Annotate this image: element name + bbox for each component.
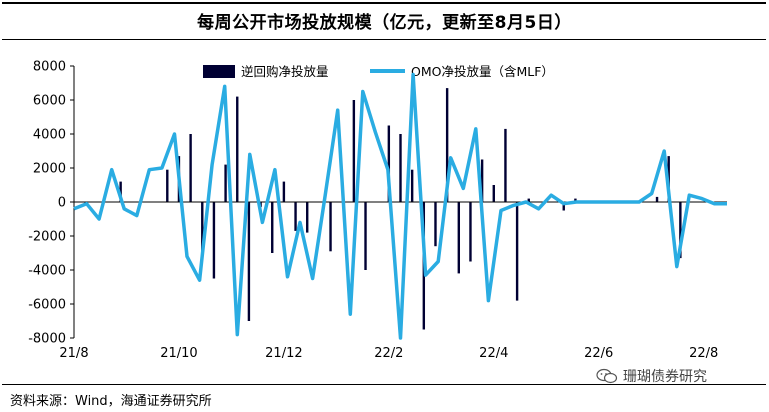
bar (574, 198, 577, 202)
y-tick-label: -2000 (28, 230, 66, 245)
bar (562, 202, 565, 211)
bar (410, 169, 414, 202)
y-tick-label: 8000 (33, 60, 66, 75)
y-tick-label: -4000 (28, 264, 66, 279)
y-tick-label: 0 (58, 196, 66, 211)
bar (457, 202, 461, 274)
bar (679, 202, 682, 259)
bar (212, 202, 216, 279)
bar (434, 202, 437, 247)
omo-line (73, 72, 727, 340)
bar (515, 202, 519, 301)
y-tick-label: 4000 (33, 128, 66, 143)
bar (387, 125, 391, 202)
legend-label-bar: 逆回购净投放量 (241, 64, 329, 79)
bar (655, 196, 659, 202)
bar (201, 202, 204, 252)
x-tick-label: 22/6 (584, 346, 613, 361)
title-rule (2, 39, 766, 40)
y-tick-label: 6000 (33, 94, 66, 109)
bottom-rule (2, 384, 766, 385)
x-tick-label: 21/12 (265, 346, 302, 361)
legend-swatch-bar (203, 65, 235, 78)
bar (294, 202, 297, 231)
x-tick-label: 22/2 (374, 346, 403, 361)
bar (282, 181, 286, 202)
bar (504, 128, 507, 202)
bar (329, 202, 332, 252)
bar (469, 202, 472, 262)
bar (166, 169, 169, 202)
y-tick-label: 2000 (33, 162, 66, 177)
bar (352, 100, 356, 202)
bar (236, 96, 239, 202)
legend-label-line: OMO净投放量（含MLF） (411, 64, 554, 79)
bar (247, 202, 251, 321)
x-tick-label: 21/10 (160, 346, 197, 361)
bar (224, 164, 227, 202)
x-tick-label: 21/8 (59, 346, 88, 361)
bar (492, 185, 495, 202)
legend: 逆回购净投放量 OMO净投放量（含MLF） (203, 64, 554, 79)
chart-title: 每周公开市场投放规模（亿元，更新至8月5日） (197, 13, 572, 33)
bar (527, 198, 530, 202)
bar (445, 88, 449, 202)
bar (119, 181, 122, 202)
bar (271, 202, 274, 253)
x-tick-label: 22/8 (689, 346, 718, 361)
wechat-icon (596, 368, 618, 384)
x-tick-label: 22/4 (479, 346, 508, 361)
bar (306, 202, 309, 233)
bar (364, 202, 367, 270)
watermark: 珊瑚债券研究 (596, 366, 707, 386)
y-tick-label: -6000 (28, 298, 66, 313)
source-note: 资料来源：Wind，海通证券研究所 (10, 394, 212, 409)
y-tick-label: -8000 (28, 332, 66, 347)
bar (399, 134, 402, 202)
bar (189, 134, 192, 202)
watermark-text: 珊瑚债券研究 (623, 369, 707, 385)
bar (480, 159, 484, 202)
top-rule (2, 2, 766, 4)
